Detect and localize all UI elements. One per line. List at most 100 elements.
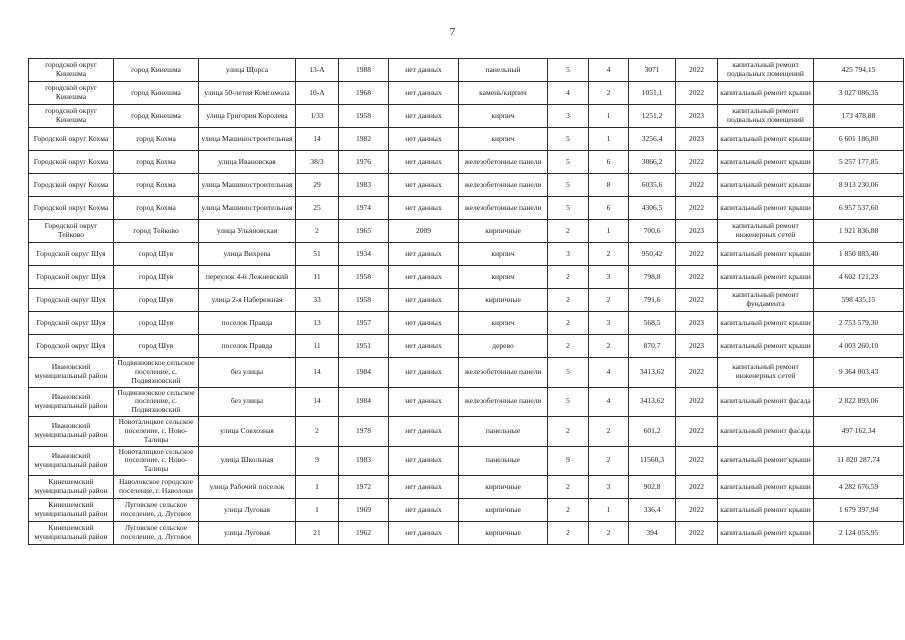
cell-street: поселок Правда xyxy=(198,334,296,358)
cell-cost: 2 753 579,30 xyxy=(813,311,904,335)
cell-area: 11560,3 xyxy=(628,445,676,477)
cell-repair_type: капитальный ремонт крыши xyxy=(717,265,814,289)
cell-year_built: 1978 xyxy=(338,416,389,447)
cell-wall_material: кирпичные xyxy=(458,498,548,523)
cell-cost: 1 921 836,88 xyxy=(813,219,904,243)
table-row: Городской округ Шуя город Шуя переулок 4-й… xyxy=(28,265,904,289)
cell-settlement: город Шуя xyxy=(113,242,199,266)
cell-settlement: город Кохма xyxy=(113,150,199,174)
cell-floors: 5 xyxy=(547,173,589,197)
table-row: Городской округ Кохма город Кохма улица Ив… xyxy=(28,150,904,174)
cell-municipality: Ивановский муниципальный район xyxy=(28,386,114,418)
cell-settlement: Луговское сельское поселение, д. Луговое xyxy=(113,498,199,523)
cell-year_built: 1962 xyxy=(338,521,389,546)
cell-survey_year: нет данных xyxy=(388,265,459,289)
cell-year_built: 1951 xyxy=(338,334,389,358)
cell-survey_year: нет данных xyxy=(388,445,459,477)
cell-entrances: 2 xyxy=(588,445,629,477)
cell-street: улица Щорса xyxy=(198,58,296,82)
cell-floors: 2 xyxy=(547,219,589,243)
repair-table-body: городской округ Кинешма город Кинешма улиц… xyxy=(28,58,904,546)
cell-repair_type: капитальный ремонт подвальных помещений xyxy=(717,104,814,128)
table-row: городской округ Кинешма город Кинешма улиц… xyxy=(28,58,904,82)
cell-wall_material: кирпич xyxy=(458,104,548,128)
cell-cost: 1 850 883,40 xyxy=(813,242,904,266)
cell-area: 3256,4 xyxy=(628,127,676,151)
cell-floors: 2 xyxy=(547,334,589,358)
table-row: Ивановский муниципальный район Новоталицк… xyxy=(28,416,904,447)
cell-survey_year: нет данных xyxy=(388,475,459,500)
cell-year_built: 1974 xyxy=(338,196,389,220)
cell-municipality: Городской округ Кохма xyxy=(28,150,114,174)
cell-survey_year: нет данных xyxy=(388,357,459,388)
cell-street: улица 50-летия Комсомола xyxy=(198,81,296,105)
cell-municipality: Ивановский муниципальный район xyxy=(28,445,114,477)
cell-settlement: город Кохма xyxy=(113,173,199,197)
cell-floors: 2 xyxy=(547,265,589,289)
cell-house: 14 xyxy=(295,386,339,418)
cell-repair_type: капитальный ремонт крыши xyxy=(717,173,814,197)
cell-street: улица Машиностроительная xyxy=(198,196,296,220)
cell-settlement: Подвязновское сельское поселение, с. Под… xyxy=(113,357,199,388)
cell-wall_material: железобетонные панели xyxy=(458,196,548,220)
cell-municipality: Городской округ Шуя xyxy=(28,265,114,289)
cell-house: 2 xyxy=(295,219,339,243)
cell-cost: 598 435,15 xyxy=(813,288,904,312)
cell-cost: 3 027 086,35 xyxy=(813,81,904,105)
cell-house: 2 xyxy=(295,416,339,447)
cell-wall_material: железобетонные панели xyxy=(458,173,548,197)
cell-floors: 2 xyxy=(547,498,589,523)
cell-wall_material: панельный xyxy=(458,58,548,82)
page-number: 7 xyxy=(449,26,456,38)
table-row: Городской округ Шуя город Шуя поселок Прав… xyxy=(28,334,904,358)
cell-year_built: 1983 xyxy=(338,173,389,197)
cell-settlement: город Кинешма xyxy=(113,104,199,128)
cell-street: улица Машиностроительная xyxy=(198,127,296,151)
cell-floors: 9 xyxy=(547,445,589,477)
cell-house: 38/3 xyxy=(295,150,339,174)
table-row: городской округ Кинешма город Кинешма улиц… xyxy=(28,104,904,128)
cell-house: 9 xyxy=(295,445,339,477)
cell-wall_material: кирпич xyxy=(458,127,548,151)
table-row: Кинешемский муниципальный район Наволокск… xyxy=(28,475,904,500)
table-row: Кинешемский муниципальный район Луговское… xyxy=(28,498,904,523)
cell-municipality: Городской округ Шуя xyxy=(28,242,114,266)
cell-entrances: 2 xyxy=(588,521,629,546)
cell-survey_year: нет данных xyxy=(388,386,459,418)
cell-cost: 4 602 121,23 xyxy=(813,265,904,289)
cell-repair_year: 2023 xyxy=(675,104,718,128)
cell-floors: 5 xyxy=(547,127,589,151)
cell-floors: 5 xyxy=(547,386,589,418)
cell-floors: 2 xyxy=(547,288,589,312)
cell-house: 33 xyxy=(295,288,339,312)
cell-wall_material: дерево xyxy=(458,334,548,358)
cell-settlement: Подвязновское сельское поселение, с. Под… xyxy=(113,386,199,418)
cell-survey_year: нет данных xyxy=(388,104,459,128)
cell-repair_year: 2022 xyxy=(675,521,718,546)
cell-wall_material: камень/кирпич xyxy=(458,81,548,105)
cell-year_built: 1984 xyxy=(338,357,389,388)
cell-cost: 2 822 893,06 xyxy=(813,386,904,418)
cell-entrances: 6 xyxy=(588,196,629,220)
cell-repair_year: 2022 xyxy=(675,265,718,289)
cell-repair_type: капитальный ремонт крыши xyxy=(717,150,814,174)
cell-entrances: 3 xyxy=(588,475,629,500)
cell-repair_year: 2022 xyxy=(675,288,718,312)
cell-wall_material: железобетонные панели xyxy=(458,150,548,174)
cell-municipality: Городской округ Шуя xyxy=(28,311,114,335)
cell-cost: 5 257 177,85 xyxy=(813,150,904,174)
cell-municipality: городской округ Кинешма xyxy=(28,81,114,105)
cell-repair_year: 2022 xyxy=(675,475,718,500)
cell-survey_year: нет данных xyxy=(388,58,459,82)
cell-cost: 11 820 287,74 xyxy=(813,445,904,477)
cell-municipality: городской округ Кинешма xyxy=(28,58,114,82)
cell-house: 14 xyxy=(295,127,339,151)
cell-entrances: 4 xyxy=(588,357,629,388)
cell-floors: 3 xyxy=(547,242,589,266)
cell-municipality: Ивановский муниципальный район xyxy=(28,416,114,447)
cell-municipality: Кинешемский муниципальный район xyxy=(28,475,114,500)
cell-entrances: 2 xyxy=(588,288,629,312)
cell-survey_year: нет данных xyxy=(388,498,459,523)
cell-survey_year: 2009 xyxy=(388,219,459,243)
cell-floors: 2 xyxy=(547,521,589,546)
